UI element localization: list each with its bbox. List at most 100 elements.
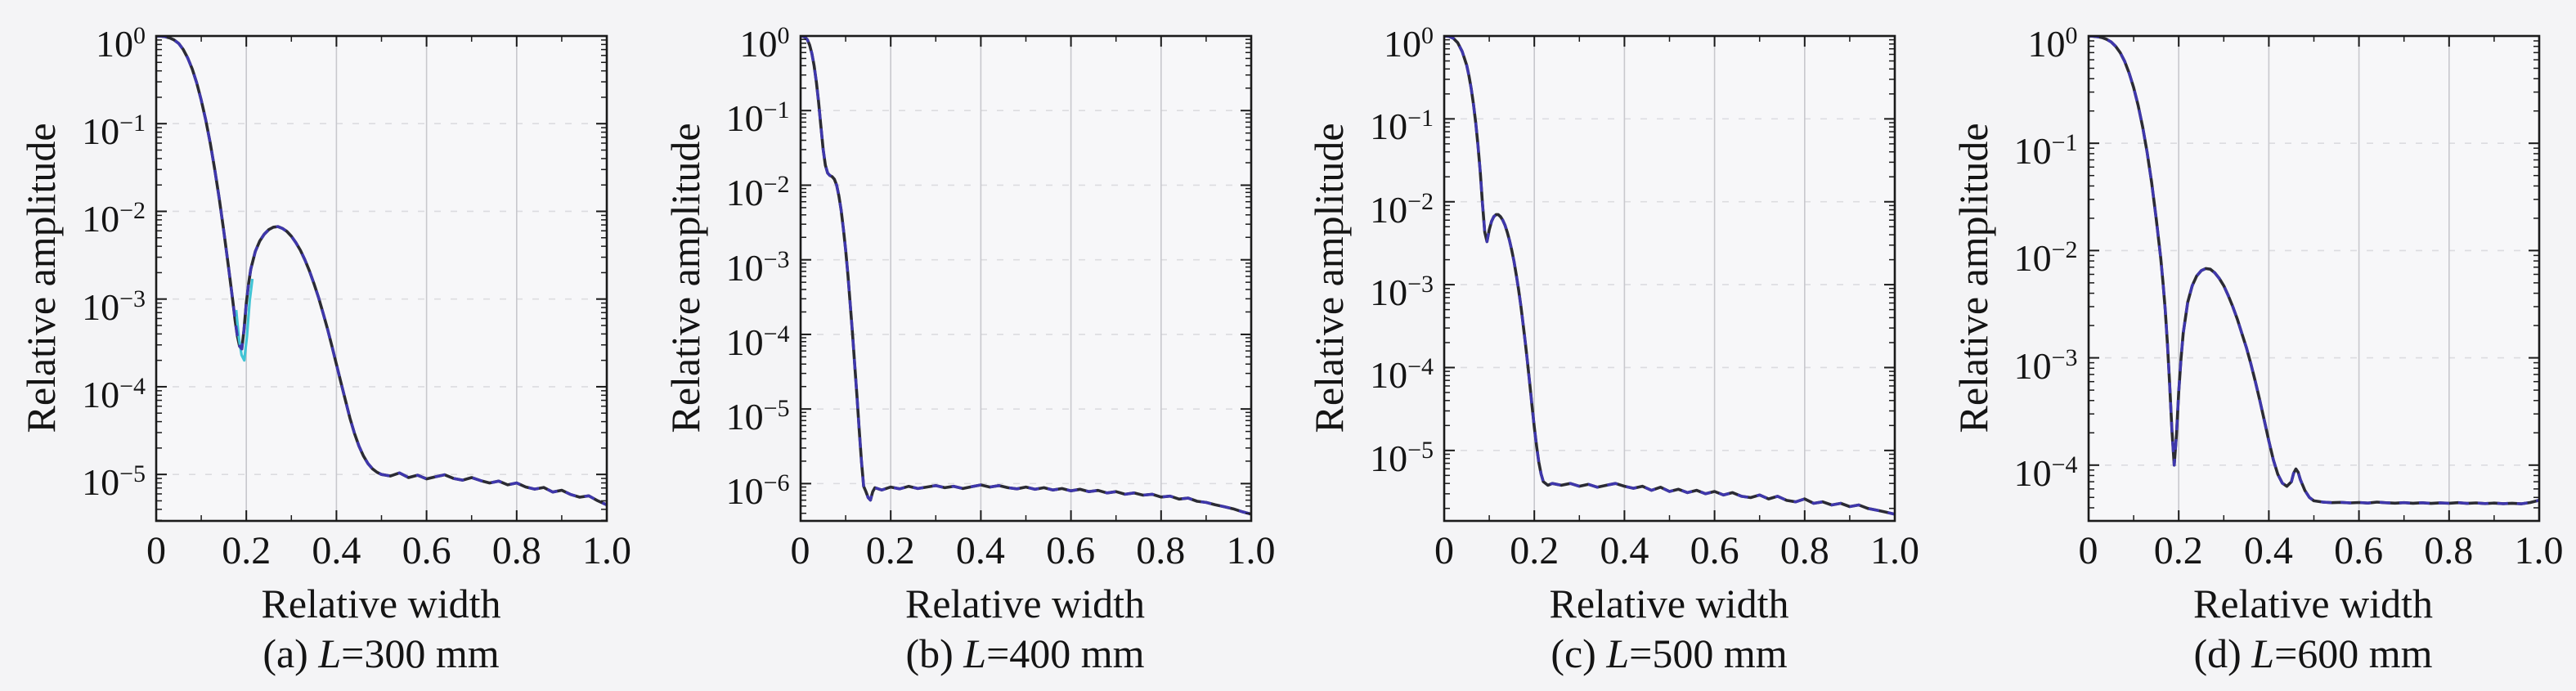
chart-panel-b: 100 10−1 10−2 10−3 10−4 10−5 10−6 0 0.2 0.4 0.6 0.8…	[644, 0, 1289, 691]
x-tick-label: 0.4	[1600, 529, 1649, 572]
y-tick-exponent: 0	[1421, 22, 1434, 49]
y-tick-exponent: −3	[763, 245, 790, 273]
y-tick-base: 10	[82, 373, 120, 415]
x-tick-label: 0.4	[2243, 529, 2293, 572]
chart-panel-d: 100 10−1 10−2 10−3 10−4 0 0.2 0.4 0.6 0.8 1.0 Relat…	[1932, 0, 2576, 691]
y-tick-exponent: 0	[2065, 22, 2078, 49]
y-tick-label: 10−1	[1288, 97, 1434, 148]
x-tick-label: 0.8	[491, 529, 541, 572]
caption-index: (b)	[905, 630, 964, 676]
y-tick-exponent: −5	[119, 460, 146, 488]
y-tick-base: 10	[1370, 271, 1408, 314]
y-tick-exponent: −4	[119, 372, 146, 400]
y-tick-base: 10	[1384, 23, 1421, 65]
y-tick-exponent: −1	[1407, 105, 1434, 132]
y-tick-exponent: 0	[777, 22, 790, 49]
x-axis-label: Relative width	[261, 581, 501, 626]
y-tick-base: 10	[2013, 130, 2052, 173]
x-tick-label: 0.2	[865, 529, 915, 572]
plot-area	[1444, 36, 1895, 521]
y-tick-label: 10−2	[644, 164, 790, 214]
x-tick-label: 0.4	[312, 529, 361, 572]
y-tick-label: 10−2	[1932, 229, 2078, 280]
y-tick-label: 10−1	[644, 89, 790, 140]
y-tick-exponent: −4	[1407, 353, 1434, 381]
y-tick-label: 10−6	[644, 462, 790, 513]
caption-suffix: =400 mm	[986, 630, 1145, 676]
y-tick-exponent: −2	[119, 197, 146, 225]
plot-svg-b	[799, 34, 1252, 523]
y-tick-exponent: −1	[2051, 129, 2078, 157]
y-tick-base: 10	[82, 110, 120, 153]
y-tick-exponent: −5	[763, 395, 790, 423]
caption-b: (b) L=400 mm	[821, 630, 1230, 677]
caption-c: (c) L=500 mm	[1465, 630, 1874, 677]
x-tick-label: 1.0	[2514, 529, 2564, 572]
caption-index: (d)	[2193, 630, 2252, 676]
y-tick-label: 100	[644, 15, 790, 65]
x-tick-label: 0.2	[2153, 529, 2203, 572]
curve-blue-dashed	[2088, 36, 2539, 505]
y-tick-label: 10−5	[644, 388, 790, 438]
y-tick-label: 10−5	[1288, 429, 1434, 480]
y-tick-exponent: −1	[763, 96, 790, 124]
x-tick-label: 0.8	[2424, 529, 2474, 572]
y-tick-base: 10	[725, 321, 764, 363]
y-tick-label: 10−4	[644, 313, 790, 364]
y-axis-label: Relative amplitude	[1950, 123, 1996, 433]
y-tick-exponent: −6	[763, 469, 790, 497]
y-tick-base: 10	[82, 198, 120, 240]
curve-blue-dashed	[1444, 36, 1895, 516]
y-tick-base: 10	[725, 172, 764, 214]
y-tick-base: 10	[82, 285, 120, 328]
y-tick-label: 10−1	[0, 102, 146, 153]
plot-area	[800, 36, 1251, 521]
y-tick-base: 10	[1370, 105, 1408, 148]
y-axis-label: Relative amplitude	[18, 123, 64, 433]
dip-accent	[235, 278, 254, 362]
caption-variable: L	[963, 630, 987, 676]
y-axis-label: Relative amplitude	[662, 123, 708, 433]
y-tick-exponent: −4	[2051, 451, 2078, 478]
y-tick-exponent: −2	[2051, 236, 2078, 264]
y-axis-label: Relative amplitude	[1306, 123, 1352, 433]
y-tick-label: 10−3	[1932, 337, 2078, 388]
y-tick-label: 10−4	[1932, 444, 2078, 495]
plot-svg-d	[2087, 34, 2540, 523]
caption-index: (c)	[1551, 630, 1607, 676]
y-tick-base: 10	[2013, 451, 2052, 494]
caption-suffix: =300 mm	[341, 630, 500, 676]
y-tick-label: 10−2	[1288, 181, 1434, 231]
x-tick-label: 0.6	[402, 529, 451, 572]
y-tick-base: 10	[1370, 437, 1408, 479]
y-tick-label: 10−3	[644, 239, 790, 289]
y-tick-base: 10	[725, 246, 764, 289]
y-tick-base: 10	[1370, 354, 1408, 397]
caption-variable: L	[318, 630, 342, 676]
x-tick-label: 0.8	[1779, 529, 1829, 572]
y-tick-base: 10	[725, 470, 764, 513]
y-tick-exponent: −4	[763, 320, 790, 348]
chart-panel-c: 100 10−1 10−2 10−3 10−4 10−5 0 0.2 0.4 0.6 0.8 1.0 R…	[1288, 0, 1932, 691]
x-tick-label: 0.2	[1510, 529, 1560, 572]
caption-suffix: =500 mm	[1629, 630, 1788, 676]
x-tick-label: 0.6	[1690, 529, 1739, 572]
plot-area	[156, 36, 607, 521]
x-tick-label: 0.4	[955, 529, 1005, 572]
x-tick-label: 1.0	[1870, 529, 1919, 572]
y-tick-exponent: −5	[1407, 436, 1434, 464]
y-tick-label: 10−1	[1932, 122, 2078, 173]
y-tick-exponent: 0	[133, 22, 146, 49]
x-tick-label: 0	[146, 529, 166, 572]
caption-variable: L	[2251, 630, 2275, 676]
curve-blue-dashed	[156, 36, 607, 506]
caption-suffix: =600 mm	[2274, 630, 2433, 676]
plot-area	[2088, 36, 2539, 521]
x-tick-label: 0.6	[1046, 529, 1096, 572]
curve-blue-dashed	[800, 36, 1251, 516]
y-tick-label: 10−4	[0, 366, 146, 416]
caption-variable: L	[1606, 630, 1630, 676]
x-axis-label: Relative width	[1549, 581, 1789, 626]
y-tick-label: 10−5	[0, 453, 146, 504]
